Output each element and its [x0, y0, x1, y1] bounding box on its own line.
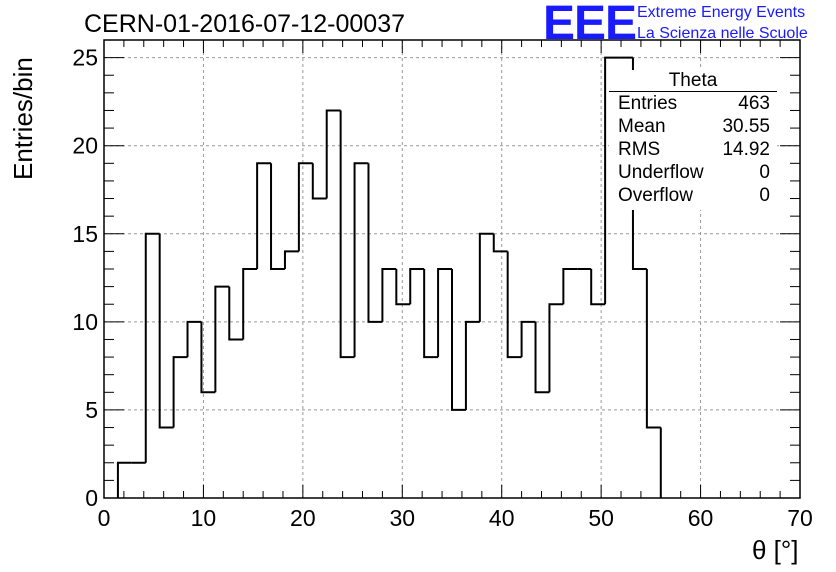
histogram-bin [158, 233, 174, 429]
stats-value: 0 [759, 162, 770, 183]
histogram-bin [228, 286, 244, 341]
histogram-bin [548, 303, 564, 393]
stats-key: RMS [618, 139, 661, 160]
y-tick-label: 0 [85, 485, 98, 511]
histogram-bin [478, 232, 494, 322]
y-tick-label: 20 [72, 133, 98, 159]
stats-box: Theta Entries 463 Mean 30.55 RMS 14.92 U… [609, 70, 777, 210]
histogram-bin [242, 268, 258, 340]
chart-title: CERN-01-2016-07-12-00037 [84, 10, 406, 38]
stats-key: Mean [618, 116, 666, 137]
histogram-bin [645, 269, 661, 429]
histogram-bin [311, 163, 327, 200]
histogram-bin [270, 163, 285, 270]
x-tick-label: 50 [588, 505, 614, 531]
stats-key: Overflow [618, 185, 693, 206]
histogram-bin [353, 162, 369, 358]
stats-value: 30.55 [722, 116, 770, 137]
histogram-bin [437, 268, 452, 358]
histogram-bin [604, 56, 620, 305]
histogram-bin [562, 268, 578, 305]
histogram-bin [590, 269, 606, 306]
histogram-bin [172, 356, 188, 428]
histogram-bin [297, 162, 313, 252]
x-tick-label: 0 [98, 505, 111, 531]
histogram-bin [256, 162, 272, 269]
stats-value: 0 [759, 185, 770, 206]
y-axis-label: Entries/bin [8, 57, 38, 180]
histogram-bin [200, 321, 216, 394]
logo-line-2: La Scienza nelle Scuole [637, 25, 808, 42]
stats-key: Entries [618, 93, 678, 114]
stats-value: 14.92 [722, 139, 770, 160]
histogram-bin [423, 269, 439, 359]
x-tick-label: 60 [688, 505, 714, 531]
histogram-bin [186, 320, 202, 358]
histogram-bars [116, 56, 662, 498]
histogram-bin [367, 163, 383, 323]
histogram-bin [339, 110, 355, 359]
histogram-bin [214, 285, 230, 393]
histogram-bin [144, 232, 160, 463]
histogram-bin [325, 109, 341, 199]
histogram-bin [409, 268, 425, 305]
y-tick-label: 15 [72, 221, 98, 247]
x-tick-label: 20 [290, 505, 316, 531]
axis-ticks [103, 39, 801, 499]
x-tick-label: 40 [489, 505, 515, 531]
histogram-bin [116, 461, 132, 498]
y-tick-label: 25 [72, 45, 98, 71]
y-tick-label: 10 [72, 309, 98, 335]
histogram-bin [395, 269, 411, 306]
histogram-bin [506, 251, 522, 359]
histogram-bin [381, 268, 397, 322]
histogram-bin [492, 233, 508, 253]
tick-labels: 0 10 20 30 40 50 60 70 0 5 10 15 20 25 [72, 45, 812, 531]
stats-value: 463 [738, 93, 770, 114]
histogram-bin [283, 250, 299, 269]
x-tick-label: 30 [389, 505, 415, 531]
stats-title: Theta [668, 70, 718, 91]
x-tick-label: 10 [191, 505, 217, 531]
eee-logo: EEE [543, 0, 637, 50]
histogram-bin [520, 320, 536, 358]
x-axis-label: θ [°] [752, 535, 799, 565]
logo-line-1: Extreme Energy Events [637, 4, 806, 21]
histogram-bin [464, 320, 480, 410]
stats-divider [609, 91, 777, 92]
histogram-bin [534, 321, 550, 394]
y-tick-label: 5 [85, 397, 98, 423]
x-tick-label: 70 [787, 505, 813, 531]
stats-key: Underflow [618, 162, 704, 183]
histogram-bin [451, 269, 466, 411]
